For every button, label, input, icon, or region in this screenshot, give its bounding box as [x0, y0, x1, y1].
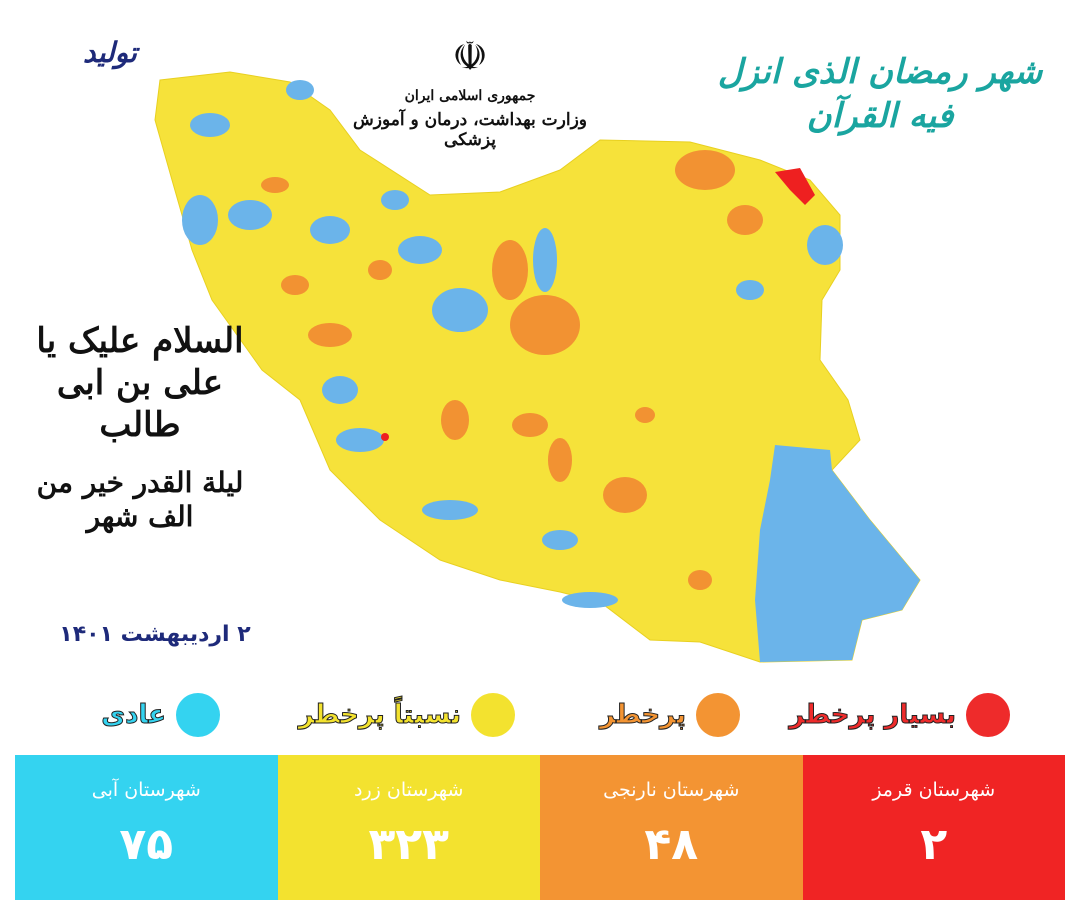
stat-label: شهرستان قرمز	[872, 779, 996, 801]
ministry-header: جمهوری اسلامی ایران وزارت بهداشت، درمان …	[340, 88, 600, 150]
stat-value: ۴۸	[644, 819, 699, 870]
legend-label: پرخطر	[599, 700, 686, 731]
country-name: جمهوری اسلامی ایران	[404, 88, 536, 104]
calligraphy-ali: السلام علیک یا علی بن ابی طالب	[36, 321, 244, 445]
stat-label: شهرستان زرد	[354, 779, 464, 801]
logo: تولید	[83, 36, 137, 69]
stats-panel: شهرستان قرمز ۲ شهرستان نارنجی ۴۸ شهرستان…	[15, 755, 1065, 900]
map-region-red-small	[381, 433, 389, 441]
map-regions-blue	[182, 80, 843, 608]
blue-dot-icon	[176, 693, 220, 737]
red-dot-icon	[966, 693, 1010, 737]
stat-blue: شهرستان آبی ۷۵	[15, 755, 278, 900]
map-regions-orange	[261, 150, 763, 590]
legend-label: عادی	[101, 700, 167, 731]
legend-item-normal: عادی	[101, 690, 220, 740]
stat-value: ۲	[920, 819, 948, 870]
stat-red: شهرستان قرمز ۲	[802, 755, 1065, 900]
orange-dot-icon	[696, 693, 740, 737]
stat-yellow: شهرستان زرد ۳۲۳	[277, 755, 540, 900]
date-label: ۲ اردیبهشت ۱۴۰۱	[59, 622, 251, 647]
legend: بسیار پرخطر پرخطر نسبتاً پرخطر عادی	[0, 690, 1080, 750]
ministry-name: وزارت بهداشت، درمان و آموزش پزشکی	[353, 110, 587, 150]
calligraphy-ramadan: شهر رمضان الذی انزل فیه القرآن	[717, 52, 1045, 136]
legend-item-very-high-risk: بسیار پرخطر	[789, 690, 1010, 740]
calligraphy-left: السلام علیک یا علی بن ابی طالب لیلة القد…	[30, 320, 250, 534]
stat-value: ۷۵	[119, 819, 174, 870]
legend-label: نسبتاً پرخطر	[298, 700, 461, 731]
stat-label: شهرستان آبی	[91, 779, 201, 801]
iran-emblem-icon: ☫	[452, 34, 488, 80]
calligraphy-qadr: لیلة القدر خیر من الف شهر	[36, 466, 244, 533]
stat-orange: شهرستان نارنجی ۴۸	[540, 755, 803, 900]
stat-value: ۳۲۳	[368, 819, 450, 870]
iran-risk-map	[154, 71, 921, 663]
legend-item-moderate-risk: نسبتاً پرخطر	[298, 690, 515, 740]
legend-item-high-risk: پرخطر	[599, 690, 740, 740]
legend-label: بسیار پرخطر	[789, 700, 957, 731]
yellow-dot-icon	[471, 693, 515, 737]
map-region-blue-southeast	[755, 445, 920, 662]
stat-label: شهرستان نارنجی	[603, 779, 740, 801]
map-region-red	[775, 168, 815, 205]
